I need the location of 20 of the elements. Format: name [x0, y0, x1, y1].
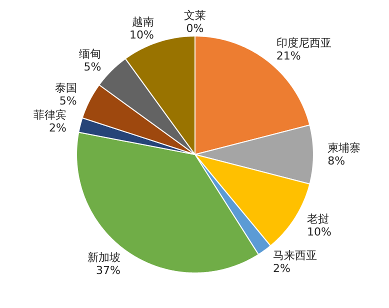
category-label: 文莱	[184, 8, 206, 22]
slice-label: 菲律宾	[33, 108, 66, 122]
data-label: 10%	[130, 28, 154, 42]
data-label: 5%	[84, 60, 102, 74]
data-label: 5%	[59, 94, 77, 108]
slice-label: 缅甸	[79, 48, 102, 61]
slice-label: 越南	[132, 15, 154, 28]
data-label: 2%	[272, 262, 290, 275]
data-label: 21%	[276, 50, 301, 63]
slice-label: 印度尼西亚	[276, 36, 332, 50]
text: 0%	[186, 22, 204, 35]
data-label: 2%	[49, 122, 66, 135]
slice-label: 马来西亚	[272, 248, 317, 262]
data-label: 37%	[96, 264, 120, 278]
slice-label: 柬埔寨	[328, 142, 361, 154]
data-label: 10%	[307, 226, 332, 239]
slice-label: 老挝	[307, 212, 330, 226]
slice-label: 泰国	[54, 81, 77, 94]
slice-label: 新加坡	[87, 251, 120, 264]
data-label: 8%	[328, 154, 346, 168]
